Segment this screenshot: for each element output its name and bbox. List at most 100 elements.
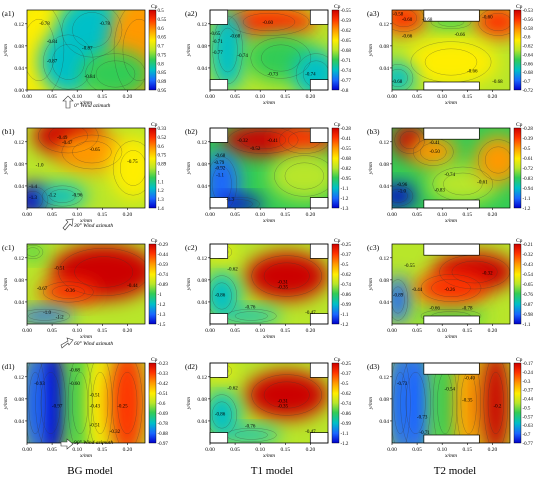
obstacle-box	[423, 434, 480, 444]
x-axis-label: x/mm	[262, 453, 275, 459]
colorbar-tick-label: -0.57	[523, 415, 534, 420]
field-region	[109, 363, 145, 443]
x-axis-label: x/mm	[262, 100, 275, 106]
contour-label: -1.0	[43, 311, 51, 316]
x-tick-label: 0.10	[72, 447, 82, 453]
colorbar-tick-label: 1.2	[158, 189, 165, 194]
x-tick-label: 0.15	[98, 447, 108, 453]
field-region	[80, 50, 145, 90]
contour-label: -0.62	[227, 267, 238, 272]
contour-label: -0.84	[47, 40, 58, 45]
heatmap-field	[392, 363, 510, 443]
x-tick-label: 0.20	[488, 328, 498, 334]
x-tick-label: 0.10	[72, 212, 82, 218]
colorbar-tick-label: 0.95	[158, 89, 167, 94]
contour-line	[443, 172, 483, 196]
x-tick-label: 0.15	[98, 94, 108, 100]
y-tick-label: 0.12	[14, 375, 24, 381]
x-tick-label: 0.00	[22, 328, 32, 334]
y-tick-label: 0.12	[14, 22, 24, 28]
contour-line	[217, 27, 238, 73]
plot-frame	[391, 362, 511, 444]
contour-label: -0.61	[477, 181, 488, 186]
colorbar-tick-label: -0.95	[341, 177, 352, 182]
plot-frame	[26, 127, 146, 209]
contour-label: -0.41	[429, 141, 440, 146]
panel-label: (c2)	[185, 243, 198, 252]
contour-line	[72, 12, 112, 48]
panel-a2: -0.60 -0.65 -0.68 -0.71 -0.74 -0.77 -0.73 -0.74…	[185, 4, 351, 106]
x-tick-label: 0.20	[306, 447, 316, 453]
contour-label: -0.52	[250, 147, 261, 152]
colorbar-tick-label: -0.53	[523, 9, 534, 14]
field-region	[245, 371, 328, 419]
row-caption-2: 60° Wind azimuth	[74, 340, 113, 347]
y-tick-label: 0.04	[379, 184, 389, 190]
plot-frame	[391, 9, 511, 91]
x-tick-label: 0.00	[387, 447, 397, 453]
x-axis-label: x/mm	[79, 100, 92, 106]
row-caption-3: 90° Wind azimuth	[74, 439, 113, 446]
colorbar-tick-label: -0.55	[341, 147, 352, 152]
contour-line	[263, 262, 310, 290]
contour-label: -1.0	[398, 190, 406, 195]
contour-line	[27, 247, 40, 257]
field-region	[474, 136, 510, 184]
colorbar-tick-label: -0.77	[341, 79, 352, 84]
panel-c2: -0.62 -0.31-0.35 -0.86 -0.76 -0.47 0.00 0.05 0.…	[185, 238, 351, 340]
y-tick-label: 0.12	[14, 256, 24, 262]
y-tick-label: 0.12	[197, 256, 207, 262]
panel-label: (b3)	[367, 127, 380, 136]
plot-frame	[26, 362, 146, 444]
x-tick-label: 0.10	[437, 212, 447, 218]
plot-frame	[209, 362, 329, 444]
panel-label: (d1)	[2, 362, 15, 371]
colorbar-tick-label: 0.89	[158, 163, 167, 168]
colorbar-tick-label: -1.1	[523, 323, 531, 328]
colorbar	[513, 9, 522, 91]
contour-label: -0.2	[493, 405, 501, 410]
x-tick-label: 0.05	[412, 447, 422, 453]
colorbar-tick-label: 0.8	[158, 62, 165, 67]
field-region	[56, 132, 128, 172]
panel-label: (c1)	[2, 243, 15, 252]
y-axis-label: y/mm	[186, 44, 192, 57]
y-tick-label: 0.08	[379, 278, 389, 284]
y-tick-label: 0.12	[197, 140, 207, 146]
obstacle-box	[309, 127, 329, 143]
x-tick-label: 0.15	[281, 94, 291, 100]
row-caption-0: 0° Wind azimuth	[74, 102, 111, 109]
contour-label: -0.32	[237, 139, 248, 144]
x-axis-label: x/mm	[444, 218, 457, 224]
colorbar-tick-label: -1	[158, 293, 163, 298]
colorbar-tick-label: -0.74	[158, 273, 169, 278]
colorbar-tick-label: -0.33	[158, 372, 169, 377]
colorbar-tick-label: -0.5	[523, 406, 531, 411]
colorbar-title: Cp	[334, 122, 341, 128]
colorbar-tick-label: -0.41	[341, 137, 352, 142]
contour-label: -0.36	[64, 289, 75, 294]
x-tick-label: 0.05	[412, 328, 422, 334]
contour-label: -0.50	[429, 150, 440, 155]
colorbar-tick-label: -0.7	[523, 433, 531, 438]
colorbar-tick-label: -0.65	[341, 39, 352, 44]
colorbar-tick-label: 1	[158, 171, 161, 176]
colorbar-tick-label: -0.29	[158, 243, 169, 248]
contour-line	[28, 372, 42, 434]
colorbar-tick-label: -0.44	[523, 398, 534, 403]
contour-line	[263, 381, 310, 409]
contour-line	[405, 372, 426, 434]
x-tick-label: 0.10	[437, 328, 447, 334]
colorbar-tick-label: -0.72	[523, 167, 534, 172]
colorbar-tick-label: -1.1	[341, 432, 349, 437]
colorbar-title: Cp	[516, 238, 523, 244]
plot-frame	[391, 127, 511, 209]
plot-frame	[26, 243, 146, 325]
x-tick-label: 0.20	[123, 94, 133, 100]
x-tick-label: 0.05	[230, 212, 240, 218]
contour-line	[48, 128, 88, 148]
contour-label: -0.66	[467, 69, 478, 74]
colorbar-tick-label: -0.62	[341, 392, 352, 397]
contour-line	[284, 162, 325, 190]
panel-b3: -0.41 -0.50 -0.74 -0.61 -0.96 -1.0 -0.83 0.00 0.…	[367, 122, 533, 224]
